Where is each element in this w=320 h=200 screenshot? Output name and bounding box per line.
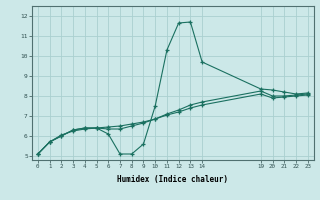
- X-axis label: Humidex (Indice chaleur): Humidex (Indice chaleur): [117, 175, 228, 184]
